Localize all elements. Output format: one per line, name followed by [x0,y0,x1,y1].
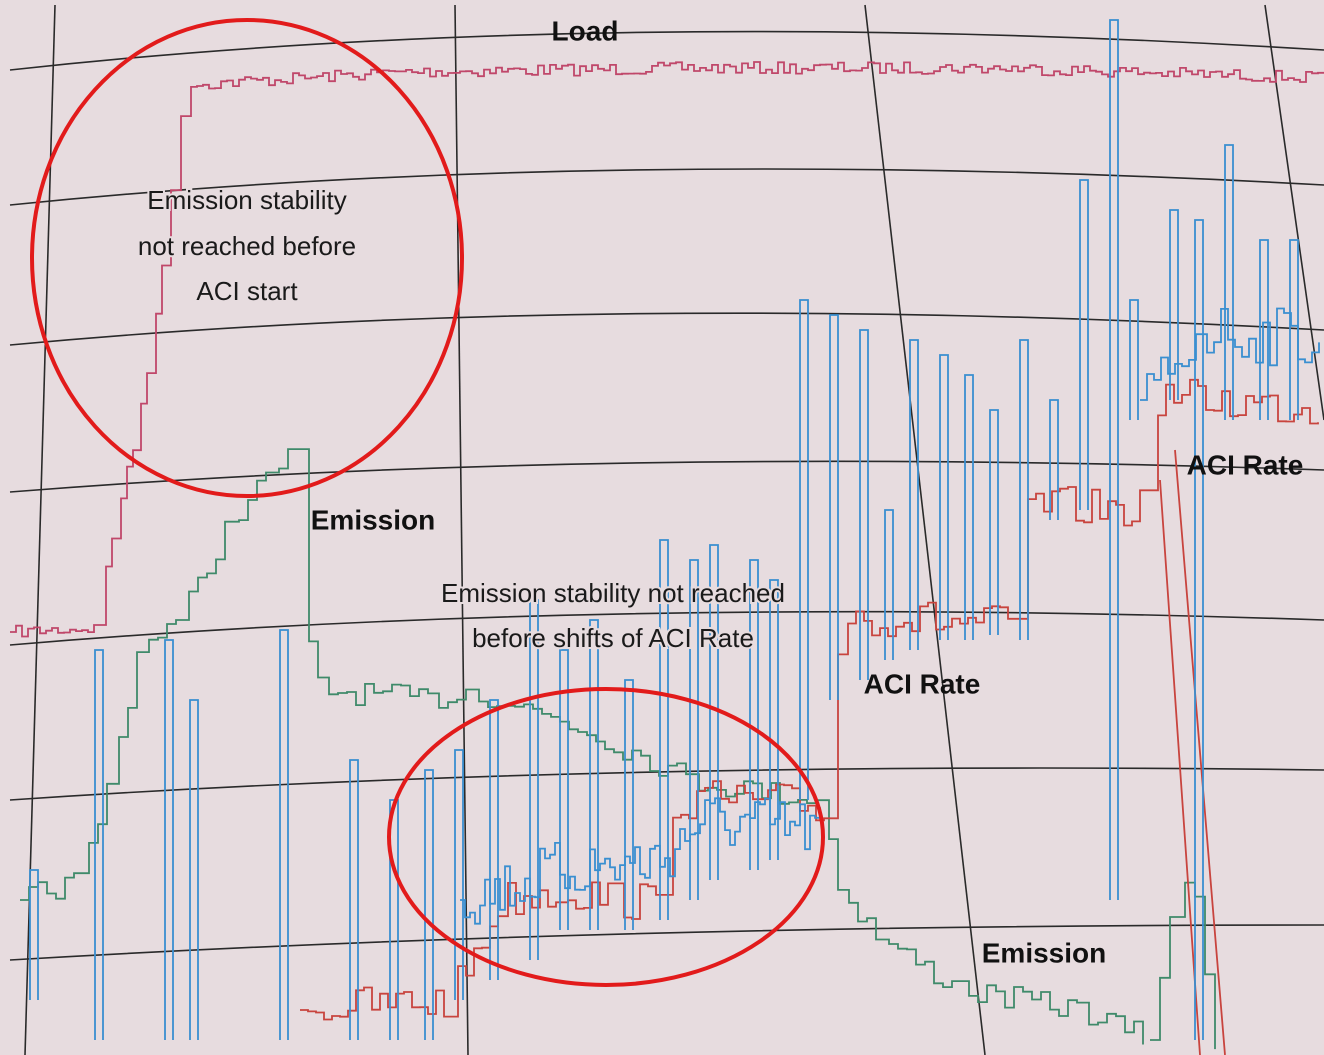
annotation-line: before shifts of ACI Rate [472,623,754,653]
aci-rate-label: ACI Rate [1187,449,1304,480]
aci-rate-label: ACI Rate [864,668,981,699]
annotation-line: Emission stability not reached [441,578,785,608]
load-label: Load [552,15,619,46]
annotation-line: ACI start [196,276,298,306]
emission-label: Emission [311,504,435,535]
page: Load Emission Emission ACI Rate ACI Rate… [0,0,1324,1055]
chart-photo: Load Emission Emission ACI Rate ACI Rate… [0,0,1324,1055]
emission-label: Emission [982,937,1106,968]
annotation-line: not reached before [138,231,356,261]
annotation-line: Emission stability [147,185,346,215]
